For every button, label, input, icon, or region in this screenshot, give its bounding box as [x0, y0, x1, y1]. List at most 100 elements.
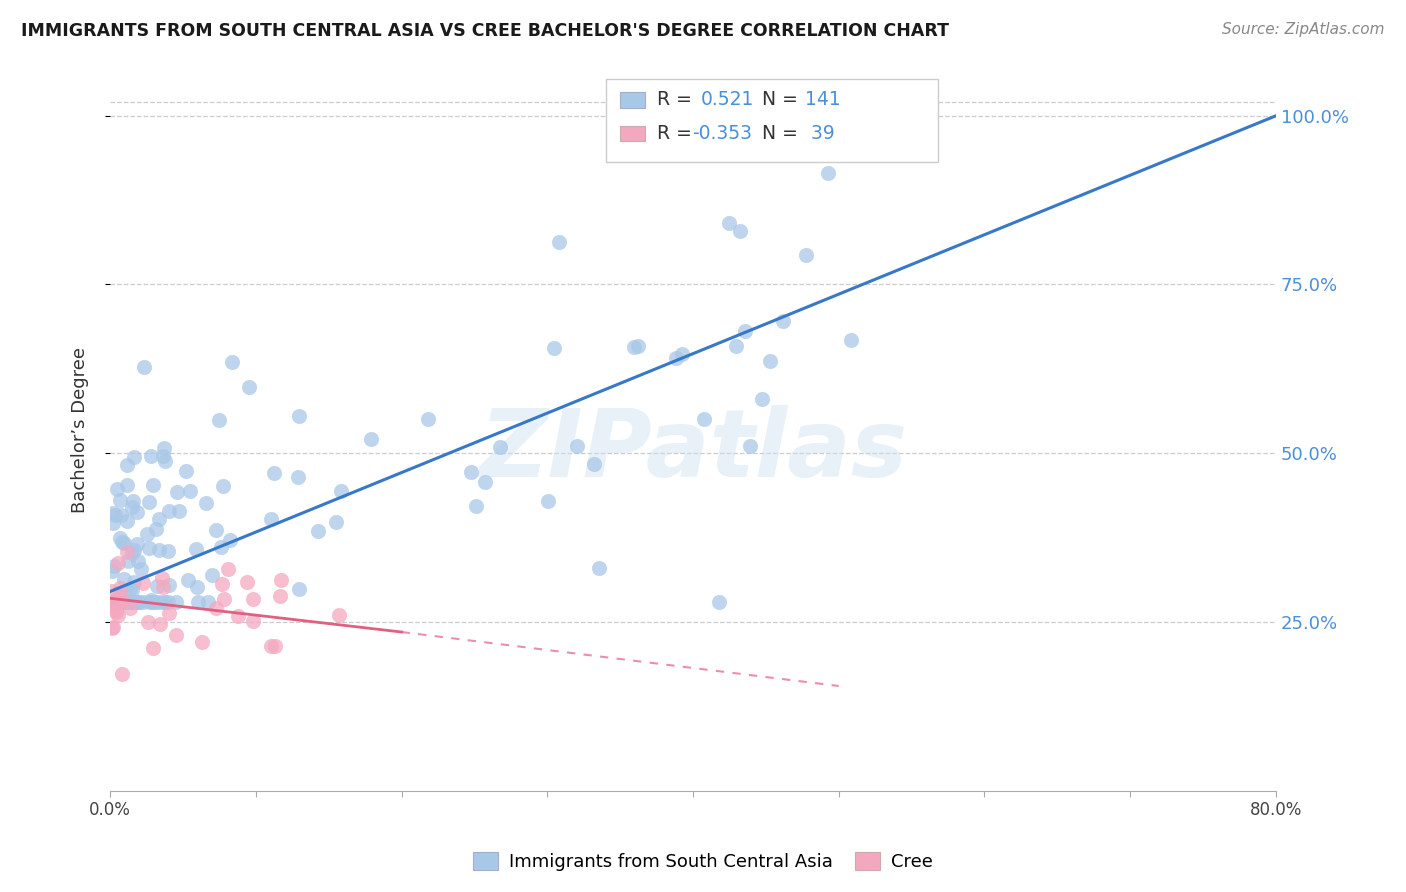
- Point: [204, 523, 226, 537]
- Point: [145, 522, 167, 536]
- Point: [125, 594, 148, 608]
- Point: [242, 614, 264, 628]
- Point: [101, 620, 124, 634]
- Point: [145, 594, 167, 608]
- Point: [548, 235, 571, 250]
- Point: [122, 594, 145, 608]
- Point: [150, 571, 173, 585]
- Point: [103, 558, 125, 573]
- FancyBboxPatch shape: [620, 92, 645, 108]
- Text: N =: N =: [762, 124, 804, 143]
- Point: [115, 514, 138, 528]
- Point: [115, 477, 138, 491]
- Point: [167, 504, 190, 518]
- Point: [121, 500, 143, 514]
- Point: [543, 341, 565, 355]
- Point: [104, 594, 127, 608]
- Point: [177, 574, 200, 588]
- Point: [104, 593, 127, 607]
- Point: [100, 598, 122, 612]
- Point: [537, 494, 560, 508]
- Point: [104, 596, 127, 610]
- Point: [124, 594, 146, 608]
- Point: [138, 495, 160, 509]
- Point: [582, 457, 605, 471]
- Point: [191, 635, 214, 649]
- Point: [100, 594, 122, 608]
- Point: [195, 496, 218, 510]
- Point: [118, 601, 141, 615]
- Point: [129, 561, 152, 575]
- Point: [623, 340, 645, 354]
- Point: [107, 594, 129, 608]
- Point: [288, 409, 311, 424]
- Point: [717, 216, 740, 230]
- Point: [122, 574, 145, 589]
- Point: [112, 594, 135, 608]
- Point: [111, 586, 134, 600]
- Point: [264, 639, 287, 653]
- Point: [115, 458, 138, 472]
- Point: [260, 512, 283, 526]
- Point: [157, 594, 180, 608]
- Point: [772, 314, 794, 328]
- Point: [108, 593, 131, 607]
- Point: [118, 582, 141, 596]
- Point: [221, 355, 243, 369]
- Point: [136, 615, 159, 629]
- Point: [108, 581, 131, 595]
- Point: [270, 574, 292, 588]
- Point: [142, 641, 165, 656]
- Text: 141: 141: [806, 90, 841, 109]
- Point: [117, 554, 139, 568]
- Y-axis label: Bachelor’s Degree: Bachelor’s Degree: [72, 347, 89, 513]
- Point: [143, 594, 166, 608]
- Point: [105, 603, 128, 617]
- Point: [100, 584, 122, 599]
- Point: [236, 575, 259, 590]
- Point: [139, 594, 162, 608]
- Point: [149, 617, 172, 632]
- Point: [155, 594, 177, 608]
- Point: [165, 628, 187, 642]
- Point: [149, 594, 172, 608]
- Point: [101, 564, 124, 578]
- Point: [138, 541, 160, 555]
- Point: [105, 482, 128, 496]
- Point: [839, 334, 862, 348]
- Point: [201, 568, 224, 582]
- Text: R =: R =: [657, 90, 697, 109]
- Text: N =: N =: [762, 90, 804, 109]
- Point: [122, 594, 145, 608]
- Point: [153, 441, 176, 455]
- Point: [565, 439, 588, 453]
- Point: [111, 592, 134, 607]
- Point: [105, 594, 128, 608]
- FancyBboxPatch shape: [606, 79, 938, 162]
- Point: [307, 524, 329, 539]
- Text: ZIPatlas: ZIPatlas: [479, 405, 907, 497]
- Point: [148, 543, 170, 558]
- Point: [104, 594, 127, 608]
- Point: [111, 535, 134, 549]
- Point: [817, 166, 839, 180]
- Point: [474, 475, 496, 490]
- Point: [115, 545, 138, 559]
- Point: [128, 594, 150, 608]
- Point: [132, 576, 155, 591]
- Point: [132, 360, 155, 375]
- Point: [115, 594, 138, 608]
- Point: [263, 466, 285, 480]
- Point: [141, 449, 163, 463]
- Point: [100, 594, 122, 608]
- Point: [416, 411, 439, 425]
- Point: [111, 594, 134, 608]
- Point: [112, 594, 135, 608]
- Point: [751, 392, 773, 406]
- Point: [107, 590, 129, 604]
- Point: [186, 541, 208, 556]
- Point: [118, 594, 141, 608]
- Point: [197, 594, 219, 608]
- Point: [146, 579, 169, 593]
- Point: [100, 594, 122, 608]
